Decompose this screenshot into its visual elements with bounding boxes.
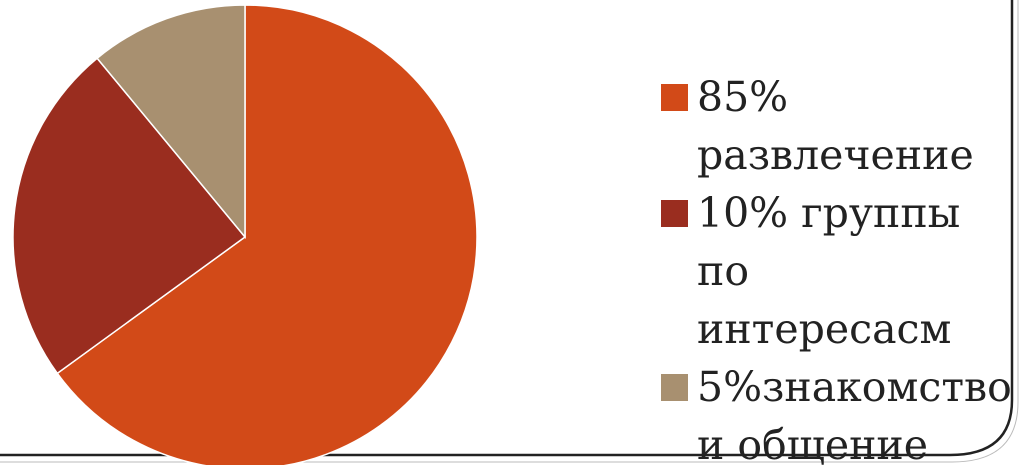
pie-slice-2 — [96, 4, 246, 240]
legend-item-0: 85% развлечение — [655, 68, 1025, 184]
legend-swatch-2 — [661, 374, 688, 401]
pie-slice-0 — [56, 4, 478, 465]
pie-chart — [12, 4, 478, 465]
legend-label-2: 5%знакомство и общение — [697, 363, 1012, 469]
legend-label-0: 85% развлечение — [697, 73, 974, 179]
chart-legend: 85% развлечение 10% группы по интересасм 5… — [655, 68, 1025, 474]
legend-swatch-0 — [661, 84, 688, 111]
legend-swatch-1 — [661, 200, 688, 227]
pie-slice-1 — [12, 57, 247, 375]
legend-item-2: 5%знакомство и общение — [655, 358, 1025, 474]
legend-item-1: 10% группы по интересасм — [655, 184, 1025, 358]
legend-label-1: 10% группы по интересасм — [697, 189, 961, 353]
